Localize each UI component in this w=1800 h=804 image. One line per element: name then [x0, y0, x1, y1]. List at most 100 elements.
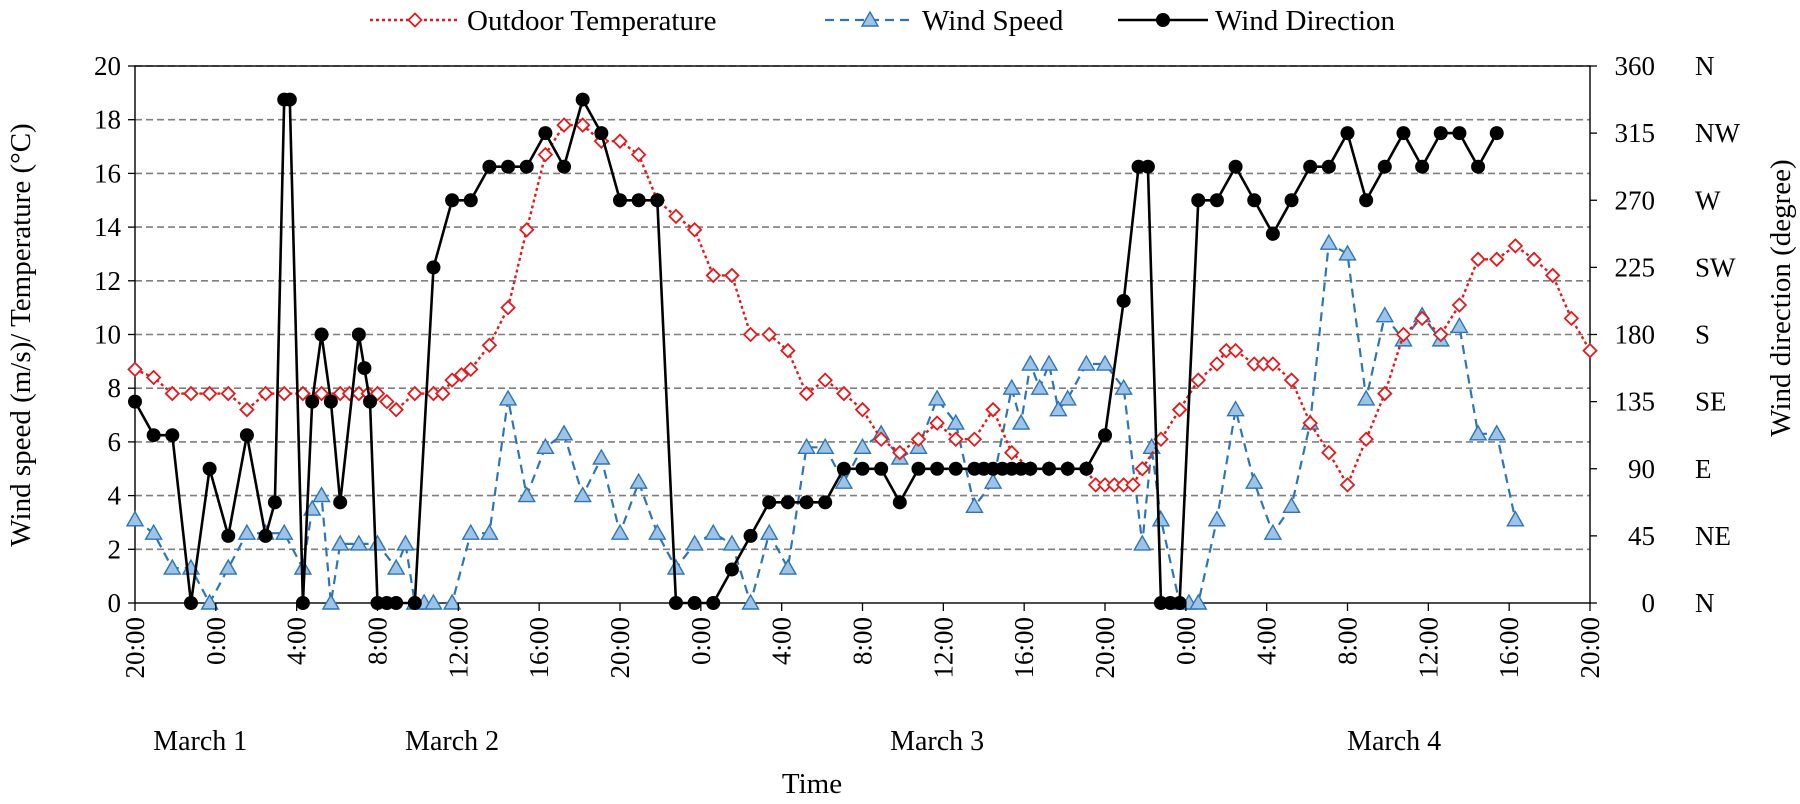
wind-direction-point [1140, 159, 1155, 174]
wind-speed-point [1282, 496, 1301, 514]
wind-speed-point [815, 437, 835, 454]
wind-speed-point [860, 10, 880, 27]
temperature-point [481, 337, 498, 354]
y-left-tick-label: 10 [94, 320, 121, 350]
wind-direction-point [818, 495, 833, 510]
y-left-tick-label: 8 [108, 373, 122, 403]
temperature-point [453, 367, 470, 383]
y-right-tick-label: 45 [1628, 521, 1655, 551]
x-tick-label: 0:00 [686, 617, 716, 665]
temperature-point [854, 401, 871, 418]
wind-direction-point [687, 596, 702, 610]
wind-speed-point [1226, 400, 1245, 417]
temperature-point [220, 385, 237, 402]
compass-label: E [1695, 454, 1712, 484]
wind-direction-point [1265, 226, 1280, 241]
wind-direction-point [743, 528, 758, 543]
wind-speed-point [741, 593, 760, 610]
temperature-point [239, 401, 255, 418]
wind-speed-point [200, 593, 219, 610]
wind-direction-point [1359, 193, 1374, 208]
wind-direction-point [1079, 461, 1094, 476]
wind-speed-point [424, 593, 443, 610]
wind-direction-point [1060, 461, 1075, 476]
wind-direction-point [780, 495, 795, 510]
temperature-point [462, 361, 479, 378]
wind-speed-point [648, 523, 667, 540]
x-tick-label: 20:00 [1090, 617, 1120, 679]
temperature-point [1358, 431, 1374, 447]
temperature-point [798, 385, 815, 402]
legend-label: Wind Speed [922, 5, 1064, 37]
y-right-tick-label: 180 [1615, 320, 1656, 350]
x-tick-label: 16:00 [524, 617, 554, 679]
temperature-point [836, 385, 852, 402]
wind-speed-point [983, 472, 1003, 489]
y-right-tick-label: 135 [1615, 387, 1656, 417]
temperature-point [761, 326, 778, 343]
wind-speed-point [1356, 389, 1376, 406]
wind-direction-point [1042, 461, 1057, 476]
temperature-point [407, 385, 423, 402]
wind-speed-point [853, 437, 872, 454]
legend-label: Wind Direction [1215, 5, 1396, 37]
wind-direction-point [1433, 126, 1448, 141]
wind-direction-point [1172, 596, 1187, 610]
wind-direction-point [519, 159, 534, 174]
wind-speed-point [965, 496, 984, 514]
wind-direction-point [239, 428, 254, 443]
wind-speed-point [321, 593, 341, 610]
wind-speed-point [554, 424, 574, 441]
temperature-point [873, 431, 889, 447]
x-tick-label: 20:00 [1575, 617, 1605, 679]
wind-direction-point [631, 193, 646, 208]
x-tick-label: 4:00 [282, 617, 312, 665]
x-tick-label: 16:00 [1494, 617, 1524, 679]
temperature-point [947, 431, 964, 447]
wind-direction-point [1098, 428, 1112, 443]
wind-direction-point [351, 327, 366, 342]
y-right-tick-label: 315 [1615, 118, 1656, 148]
wind-speed-point [368, 534, 387, 551]
compass-label: N [1695, 51, 1715, 81]
wind-direction-point [258, 528, 273, 543]
wind-direction-point [389, 596, 404, 610]
wind-speed-point [1375, 306, 1395, 323]
x-tick-label: 8:00 [1332, 617, 1362, 665]
series-wind-direction [128, 92, 1504, 610]
day-label: March 2 [405, 726, 499, 757]
wind-speed-point [1058, 389, 1077, 406]
wind-direction-point [295, 596, 310, 610]
wind-speed-point [1077, 354, 1096, 371]
temperature-point [705, 267, 722, 284]
y-right-tick-label: 90 [1628, 454, 1655, 484]
wind-direction-point [1156, 13, 1170, 27]
temperature-point [668, 208, 684, 225]
x-tick-label: 4:00 [1252, 617, 1282, 665]
gridlines [135, 65, 1590, 551]
wind-direction-point [724, 562, 739, 577]
temperature-point [1283, 372, 1300, 388]
temperature-point [1488, 251, 1505, 268]
y-left-tick-label: 20 [94, 51, 121, 81]
y-left-tick-label: 12 [94, 266, 121, 296]
wind-direction-point [874, 461, 889, 476]
wind-direction-point [575, 92, 590, 107]
temperature-point [612, 133, 628, 149]
wind-speed-point [1245, 472, 1264, 489]
temperature-point [127, 361, 143, 378]
day-label: March 3 [890, 726, 984, 757]
temperature-point [1209, 356, 1225, 372]
temperature-point [630, 146, 647, 163]
wind-direction-point [1489, 126, 1504, 141]
temperature-point [1563, 310, 1580, 327]
temperature-point [276, 385, 293, 402]
x-tick-label: 12:00 [928, 617, 958, 679]
wind-direction-point [482, 159, 497, 174]
x-tick-label: 12:00 [443, 617, 473, 679]
wind-speed-point [1039, 354, 1059, 371]
x-tick-label: 20:00 [120, 617, 150, 679]
wind-speed-point [1506, 510, 1525, 527]
wind-speed-point [1207, 510, 1227, 527]
temperature-point [183, 385, 199, 402]
